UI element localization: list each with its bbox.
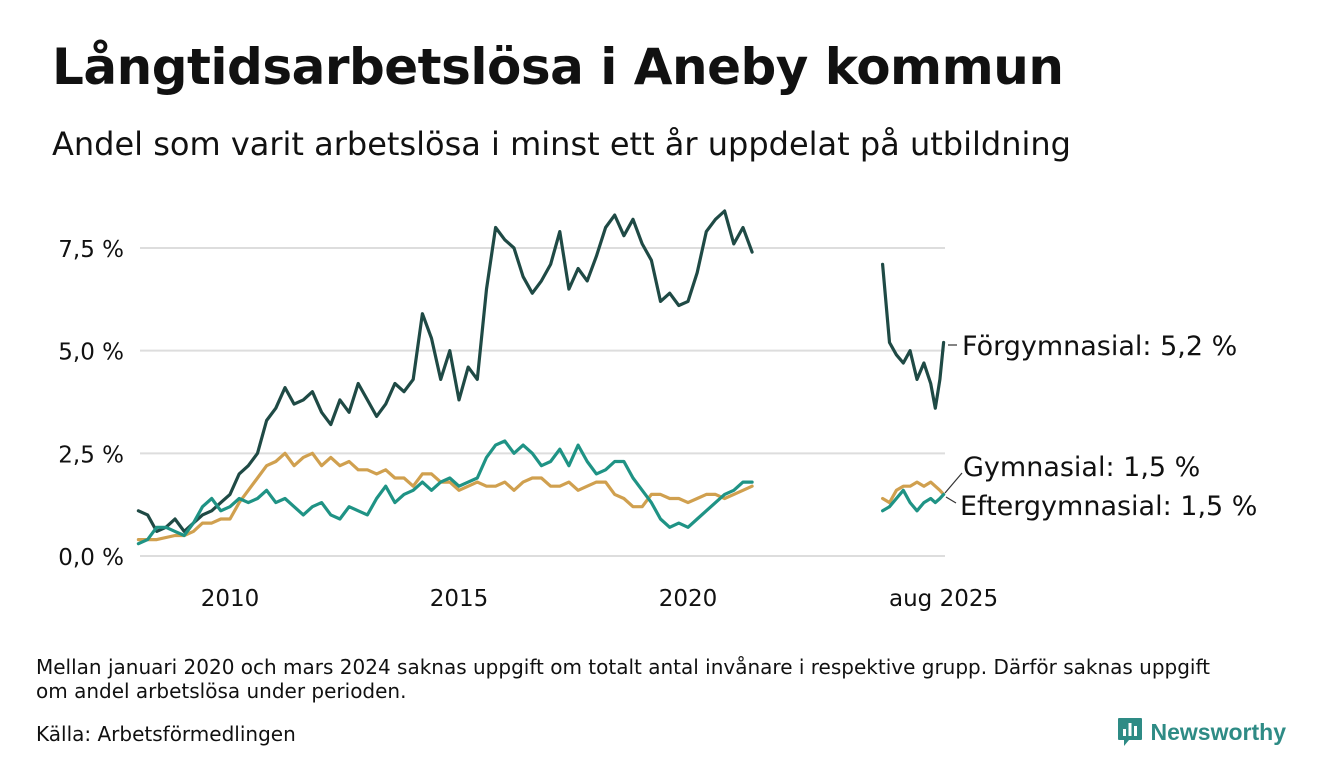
series-end-label-eftergymnasial: Eftergymnasial: 1,5 % [960,491,1257,522]
chart-title: Långtidsarbetslösa i Aneby kommun [52,38,1064,96]
y-tick-label: 7,5 % [58,237,124,263]
x-axis-tick-labels: 2010 2015 2020 aug 2025 [201,586,998,612]
series-end-labels: Förgymnasial: 5,2 % Gymnasial: 1,5 % Efter… [944,331,1257,522]
x-tick-label: aug 2025 [889,586,998,612]
series-line-eftergymnasial [136,439,754,546]
x-tick-label: 2010 [201,586,260,612]
chart-subtitle: Andel som varit arbetslösa i minst ett å… [52,125,1071,163]
brand-name: Newsworthy [1150,718,1286,745]
line-chart: 0,0 % 2,5 % 5,0 % 7,5 % 2010 2015 2020 aug 202… [58,209,1257,612]
series-line-gymnasial [881,480,946,505]
footnote: Mellan januari 2020 och mars 2024 saknas… [36,655,1211,703]
x-tick-label: 2020 [659,586,718,612]
series-line-forgymnasial [881,262,946,410]
label-leader-line [945,496,957,504]
bar-chart-icon [1117,718,1142,746]
label-leader-line [944,472,963,494]
grid-lines [140,247,945,557]
series-end-label-forgymnasial: Förgymnasial: 5,2 % [962,331,1237,362]
series-line-eftergymnasial [881,488,946,513]
y-tick-label: 0,0 % [58,545,124,571]
y-tick-label: 5,0 % [58,340,124,366]
newsworthy-logo: Newsworthy [1117,717,1286,747]
y-axis-tick-labels: 0,0 % 2,5 % 5,0 % 7,5 % [58,237,124,571]
series-line-forgymnasial [136,209,754,533]
x-tick-label: 2015 [430,586,489,612]
series-line-gymnasial [136,451,754,542]
source-text: Källa: Arbetsförmedlingen [36,722,296,746]
series-end-label-gymnasial: Gymnasial: 1,5 % [963,452,1200,483]
series-lines [136,209,946,546]
y-tick-label: 2,5 % [58,442,124,468]
